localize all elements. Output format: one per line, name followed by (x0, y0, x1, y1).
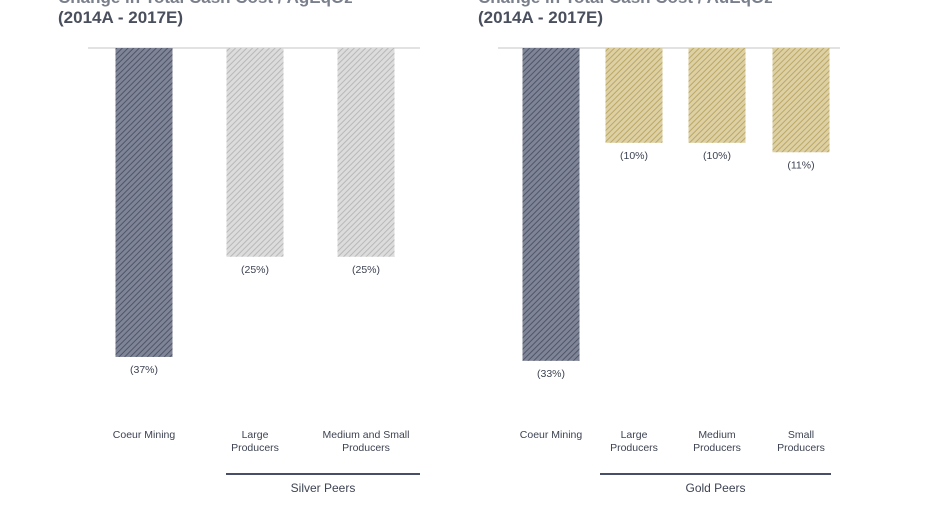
bar-medium-producers (688, 48, 746, 143)
gold-peers-chart: (33%)Coeur Mining(10%)LargeProducers(10%… (498, 47, 840, 495)
left-chart-title-line2: (2014A - 2017E) (58, 8, 184, 27)
bar-medium-and-small-producers (337, 48, 395, 257)
bar-small-producers (772, 48, 830, 153)
right-chart-title-line1: Change in Total Cash Cost / AuEqOz (478, 0, 773, 8)
value-label-large-producers: (25%) (241, 264, 269, 276)
bar-large-producers (605, 48, 663, 143)
value-label-large-producers: (10%) (620, 150, 648, 162)
category-label-medium-and-small-producers: Producers (342, 442, 390, 454)
left-chart-title: Change in Total Cash Cost / AgEqOz (2014… (58, 0, 353, 28)
group-label: Gold Peers (685, 481, 745, 495)
value-label-coeur-mining: (33%) (537, 368, 565, 380)
category-label-large-producers: Large (242, 429, 269, 441)
category-label-large-producers: Producers (610, 442, 658, 454)
category-label-medium-and-small-producers: Medium and Small (323, 429, 410, 441)
group-label: Silver Peers (291, 481, 356, 495)
category-label-coeur-mining: Coeur Mining (520, 429, 583, 441)
bar-large-producers (226, 48, 284, 257)
category-label-small-producers: Small (788, 429, 814, 441)
value-label-coeur-mining: (37%) (130, 364, 158, 376)
right-chart-title-line2: (2014A - 2017E) (478, 8, 604, 27)
left-chart-title-line1: Change in Total Cash Cost / AgEqOz (58, 0, 353, 8)
category-label-small-producers: Producers (777, 442, 825, 454)
category-label-medium-producers: Medium (698, 429, 736, 441)
category-label-medium-producers: Producers (693, 442, 741, 454)
category-label-large-producers: Large (621, 429, 648, 441)
category-label-coeur-mining: Coeur Mining (113, 429, 176, 441)
value-label-small-producers: (11%) (787, 159, 814, 171)
value-label-medium-and-small-producers: (25%) (352, 264, 380, 276)
right-chart-title: Change in Total Cash Cost / AuEqOz (2014… (478, 0, 773, 28)
bar-coeur-mining (522, 48, 580, 361)
value-label-medium-producers: (10%) (703, 150, 731, 162)
category-label-large-producers: Producers (231, 442, 279, 454)
bar-coeur-mining (115, 48, 173, 357)
silver-peers-chart: (37%)Coeur Mining(25%)LargeProducers(25%… (88, 47, 420, 495)
